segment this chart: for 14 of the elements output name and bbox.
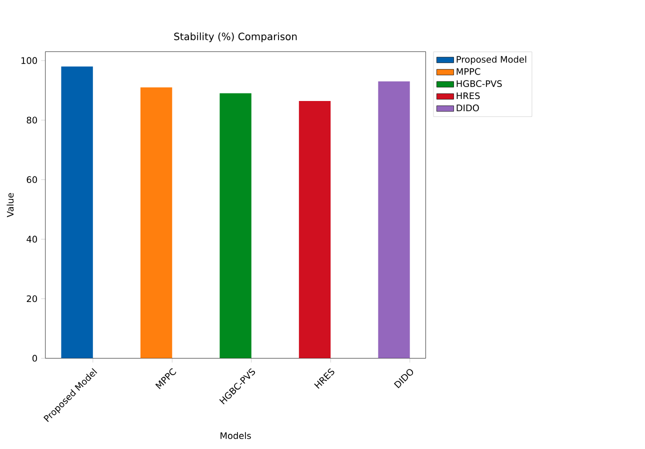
y-tick-label: 100: [21, 57, 37, 64]
legend-label: Proposed Model: [456, 56, 526, 64]
y-tick-label: 60: [26, 176, 37, 184]
legend-label: HRES: [456, 92, 480, 100]
chart-title: Stability (%) Comparison: [174, 32, 297, 42]
legend-label: MPPC: [456, 68, 480, 75]
legend-label: DIDO: [456, 104, 479, 112]
y-axis-title: Value: [6, 193, 14, 218]
y-tick-label: 0: [32, 354, 37, 362]
legend-label: HGBC-PVS: [456, 80, 502, 88]
x-axis-title: Models: [220, 432, 251, 440]
y-tick-label: 40: [26, 236, 37, 243]
y-tick-label: 80: [26, 116, 37, 124]
y-tick-label: 20: [26, 295, 37, 302]
